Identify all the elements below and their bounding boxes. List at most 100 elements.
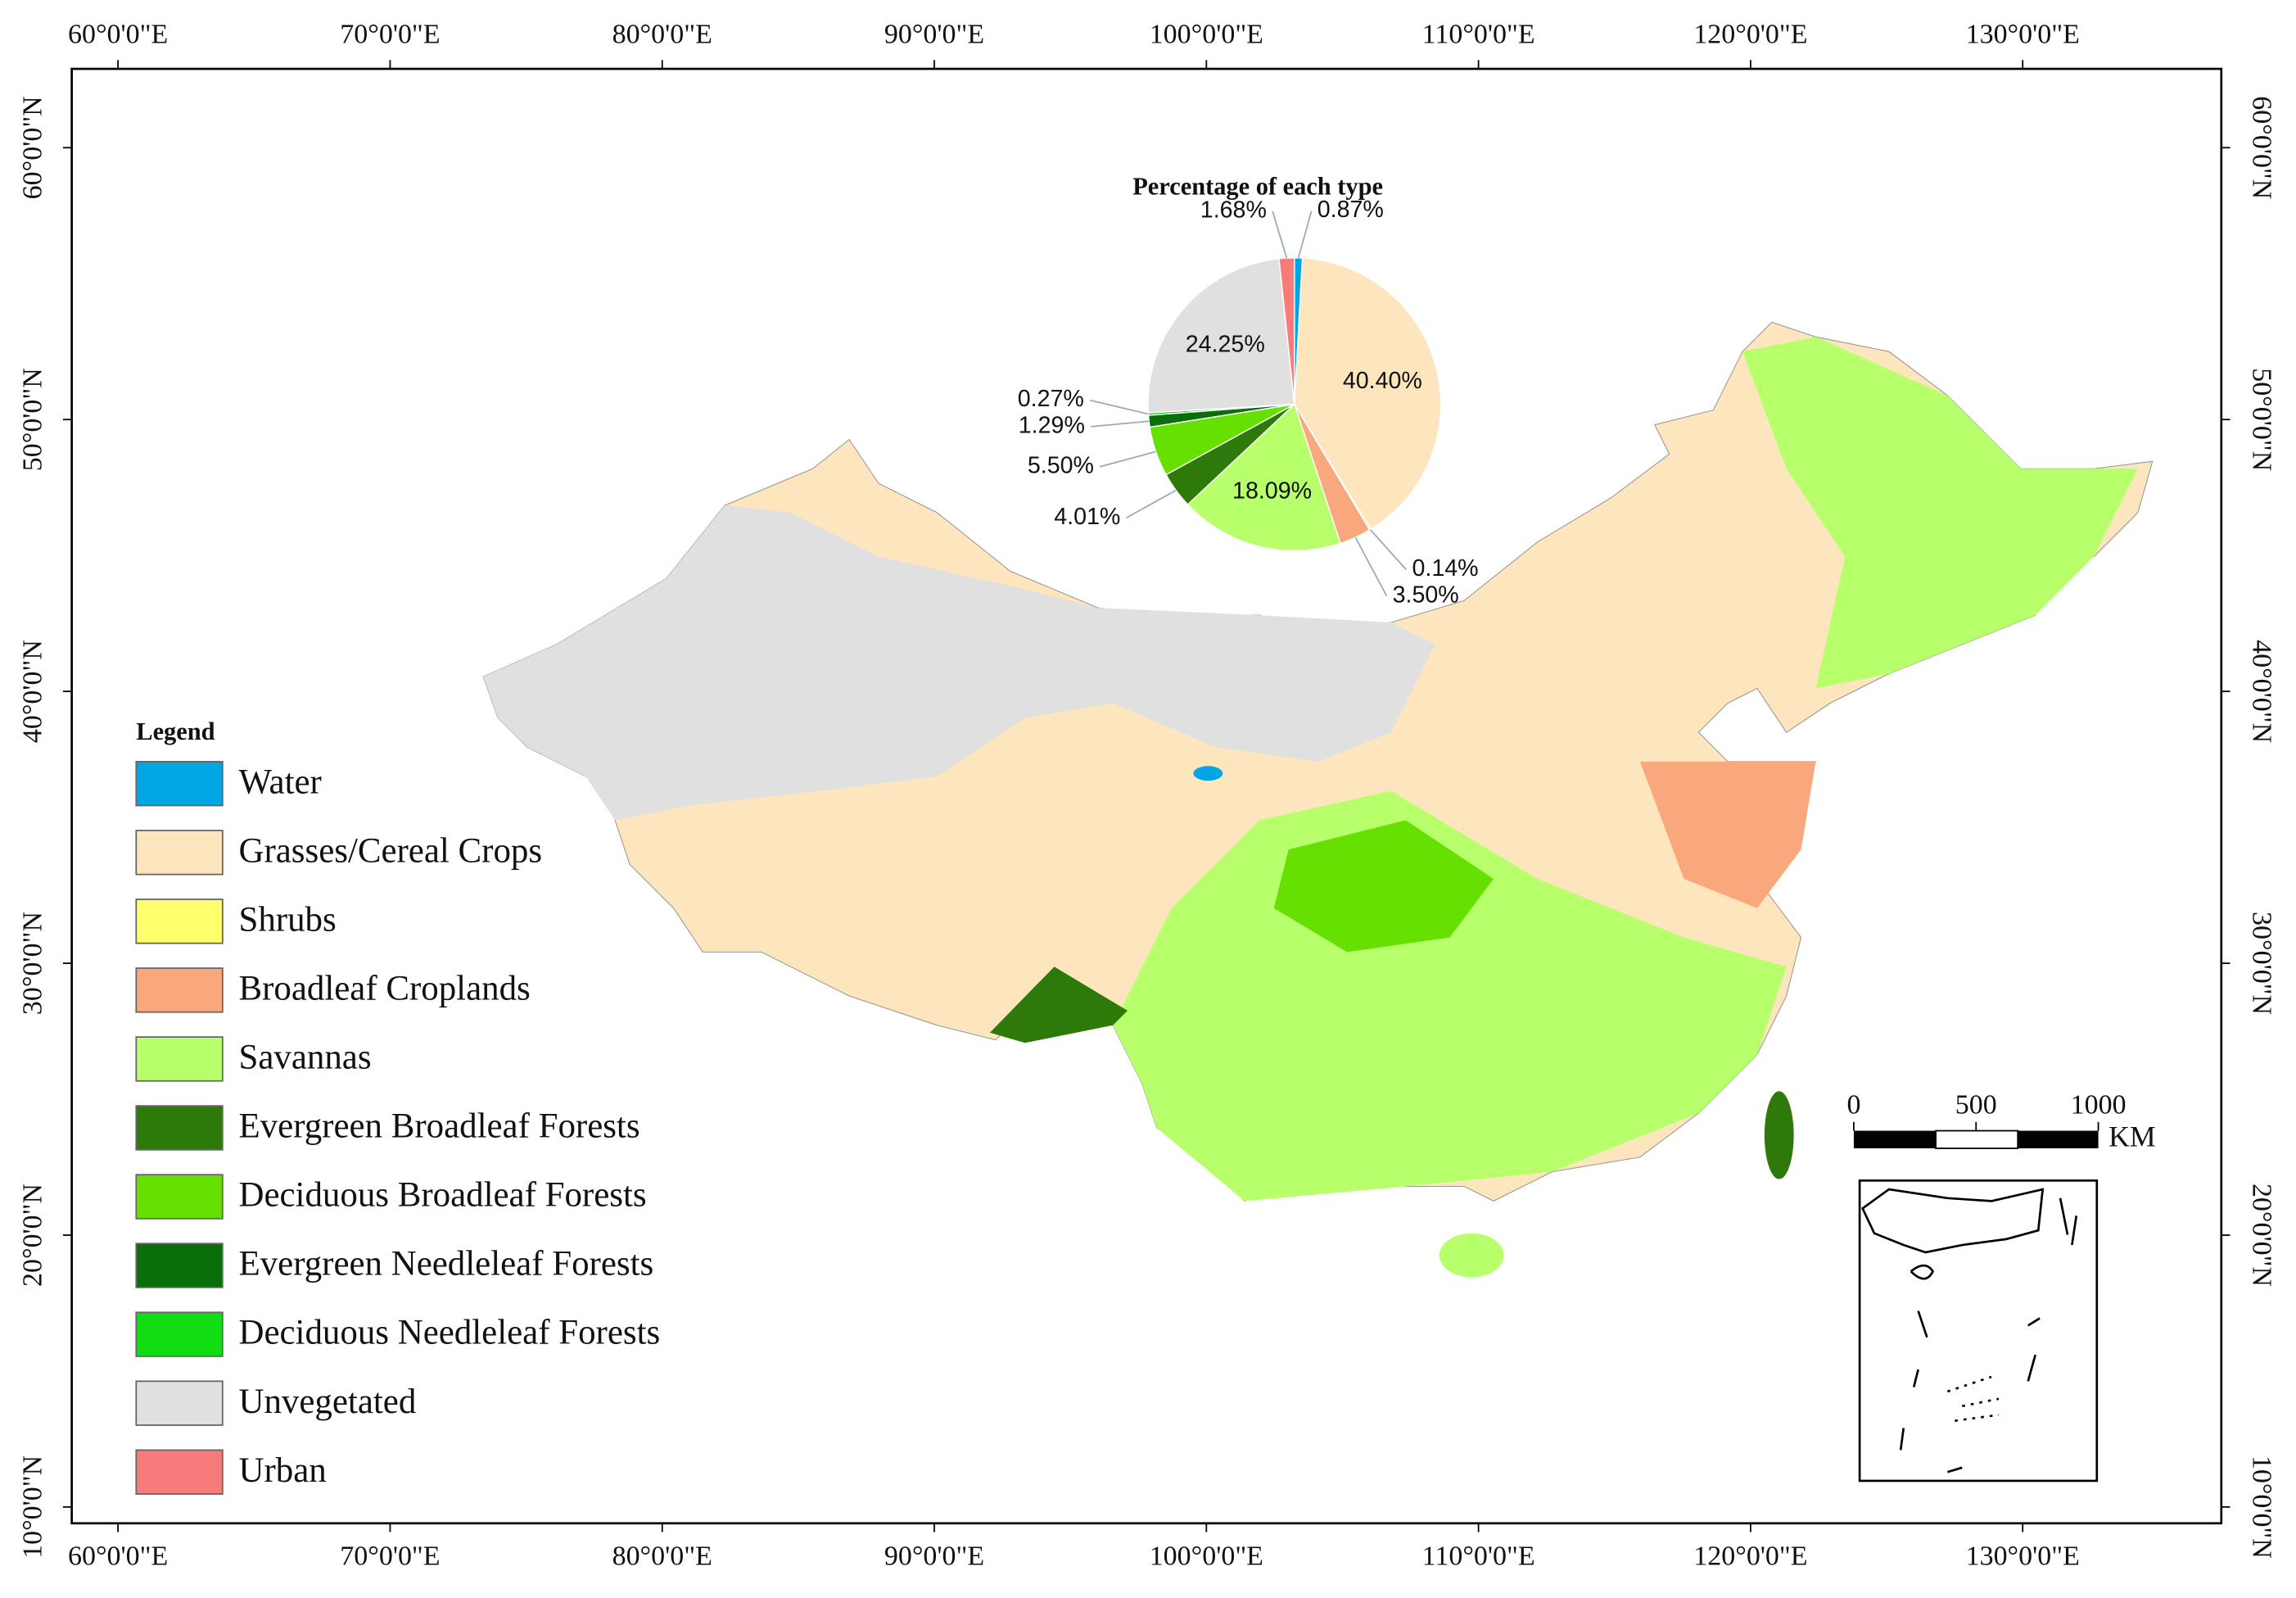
inset-frame — [1858, 1179, 2099, 1483]
forest-region — [1273, 820, 1494, 953]
legend-label: Deciduous Needleleaf Forests — [238, 1314, 660, 1352]
legend-label: Shrubs — [238, 900, 336, 939]
graticule: 60°0'0"E 60°0'0"E 70°0'0"E 70°0'0"E 80°0'0"E… — [18, 20, 2277, 1572]
legend-swatch — [135, 1449, 224, 1495]
pie-leader — [1369, 528, 1407, 571]
scale-segment — [2018, 1130, 2099, 1149]
pie-leader — [1090, 420, 1150, 428]
x-tick-label: 110°0'0"E — [1422, 20, 1535, 50]
pie-label: 1.68% — [1200, 197, 1267, 223]
legend-swatch — [135, 830, 224, 876]
x-tick-label: 100°0'0"E — [1150, 20, 1263, 50]
himalaya-forest — [989, 966, 1128, 1043]
scale-unit: KM — [2108, 1120, 2156, 1152]
scale-segment — [1935, 1129, 2019, 1149]
cropland-region — [1639, 761, 1816, 908]
scale-bar: KM 0 500 1000 — [1846, 1090, 2155, 1153]
legend-swatch — [135, 761, 224, 807]
pie-label: 1.29% — [1019, 412, 1085, 438]
x-tick-label: 90°0'0"E — [884, 1541, 984, 1572]
y-tick-label: 10°0'0"N — [18, 1455, 48, 1559]
y-tick-label: 20°0'0"N — [18, 1184, 48, 1287]
legend-swatch — [135, 899, 224, 944]
inset-islands — [1899, 1197, 2078, 1474]
y-tick-label: 50°0'0"N — [18, 368, 48, 471]
lake — [1193, 766, 1223, 781]
legend-swatch — [135, 1036, 224, 1082]
y-tick-label: 50°0'0"N — [2246, 368, 2276, 471]
y-tick-label: 60°0'0"N — [18, 96, 48, 199]
x-tick-label: 110°0'0"E — [1422, 1541, 1535, 1572]
northeast-region — [1742, 337, 2138, 689]
legend-title: Legend — [136, 718, 215, 745]
scale-label: 500 — [1955, 1090, 1997, 1120]
legend-swatch — [135, 1105, 224, 1151]
x-tick-label: 130°0'0"E — [1966, 20, 2080, 50]
pie-label: 3.50% — [1393, 582, 1459, 608]
pie-label: 0.14% — [1412, 555, 1478, 582]
scale-segment — [1853, 1130, 1937, 1149]
pie-slice — [1294, 257, 1442, 531]
land — [482, 321, 2154, 1278]
y-tick-label: 40°0'0"N — [18, 640, 48, 743]
pie-leader — [1089, 399, 1149, 415]
pie-slice — [1278, 257, 1295, 405]
hainan — [1439, 1233, 1504, 1278]
legend-label: Deciduous Broadleaf Forests — [238, 1176, 646, 1215]
taiwan — [1764, 1091, 1794, 1179]
x-tick-label: 70°0'0"E — [340, 20, 440, 50]
legend-label: Broadleaf Croplands — [238, 970, 530, 1008]
legend-swatch — [135, 1380, 224, 1426]
pie-leader — [1099, 450, 1156, 468]
y-tick-label: 40°0'0"N — [2246, 640, 2276, 743]
pie-leader — [1354, 536, 1388, 597]
y-tick-label: 20°0'0"N — [2246, 1184, 2276, 1287]
legend-label: Urban — [238, 1451, 326, 1490]
legend-swatch — [135, 1174, 224, 1220]
pie-leader — [1126, 489, 1177, 519]
legend-swatch — [135, 967, 224, 1013]
legend-label: Savannas — [238, 1039, 371, 1077]
x-tick-label: 60°0'0"E — [68, 1541, 168, 1572]
inset-map — [1858, 1179, 2099, 1483]
x-tick-label: 120°0'0"E — [1693, 20, 1807, 50]
y-tick-label: 30°0'0"N — [18, 912, 48, 1015]
legend-label: Evergreen Needleleaf Forests — [238, 1245, 653, 1283]
pie-label: 0.87% — [1317, 197, 1384, 223]
pie-leader — [1297, 211, 1313, 259]
pie-label: 40.40% — [1343, 368, 1422, 394]
pie-label: 24.25% — [1186, 331, 1265, 357]
x-tick-label: 130°0'0"E — [1966, 1541, 2080, 1572]
pie-label: 4.01% — [1054, 504, 1120, 530]
inset-reefs — [1946, 1375, 2000, 1422]
unvegetated-region — [483, 505, 1435, 821]
x-tick-label: 100°0'0"E — [1150, 1541, 1263, 1572]
y-tick-label: 30°0'0"N — [2246, 912, 2276, 1015]
pie-label: 0.27% — [1018, 386, 1084, 412]
legend: Water Grasses/Cereal Crops Shrubs Broadleaf… — [135, 761, 660, 1495]
x-tick-label: 90°0'0"E — [884, 20, 984, 50]
legend-label: Evergreen Broadleaf Forests — [238, 1107, 640, 1146]
legend-swatch — [135, 1311, 224, 1357]
pie-slice — [1147, 257, 1295, 414]
y-tick-label: 10°0'0"N — [2246, 1455, 2276, 1559]
legend-label: Unvegetated — [238, 1383, 416, 1421]
x-tick-label: 120°0'0"E — [1693, 1541, 1807, 1572]
y-tick-label: 60°0'0"N — [2246, 96, 2276, 199]
pie-slice — [1186, 403, 1341, 552]
x-tick-label: 80°0'0"E — [612, 20, 712, 50]
inset-coast — [1860, 1188, 2045, 1254]
x-tick-label: 70°0'0"E — [340, 1541, 440, 1572]
x-tick-label: 60°0'0"E — [68, 20, 168, 50]
legend-label: Grasses/Cereal Crops — [238, 831, 542, 870]
pie-chart: 0.87% 40.40% 0.14%3.50% 18.09% 4.01% 5.50% 1.2… — [1018, 197, 1479, 608]
legend-label: Water — [238, 763, 321, 801]
pie-label: 5.50% — [1028, 452, 1094, 478]
pie-title: Percentage of each type — [1132, 173, 1383, 201]
scale-label: 0 — [1846, 1090, 1860, 1120]
scale-label: 1000 — [2071, 1090, 2127, 1120]
x-tick-label: 80°0'0"E — [612, 1541, 712, 1572]
pie-label: 18.09% — [1232, 478, 1312, 505]
